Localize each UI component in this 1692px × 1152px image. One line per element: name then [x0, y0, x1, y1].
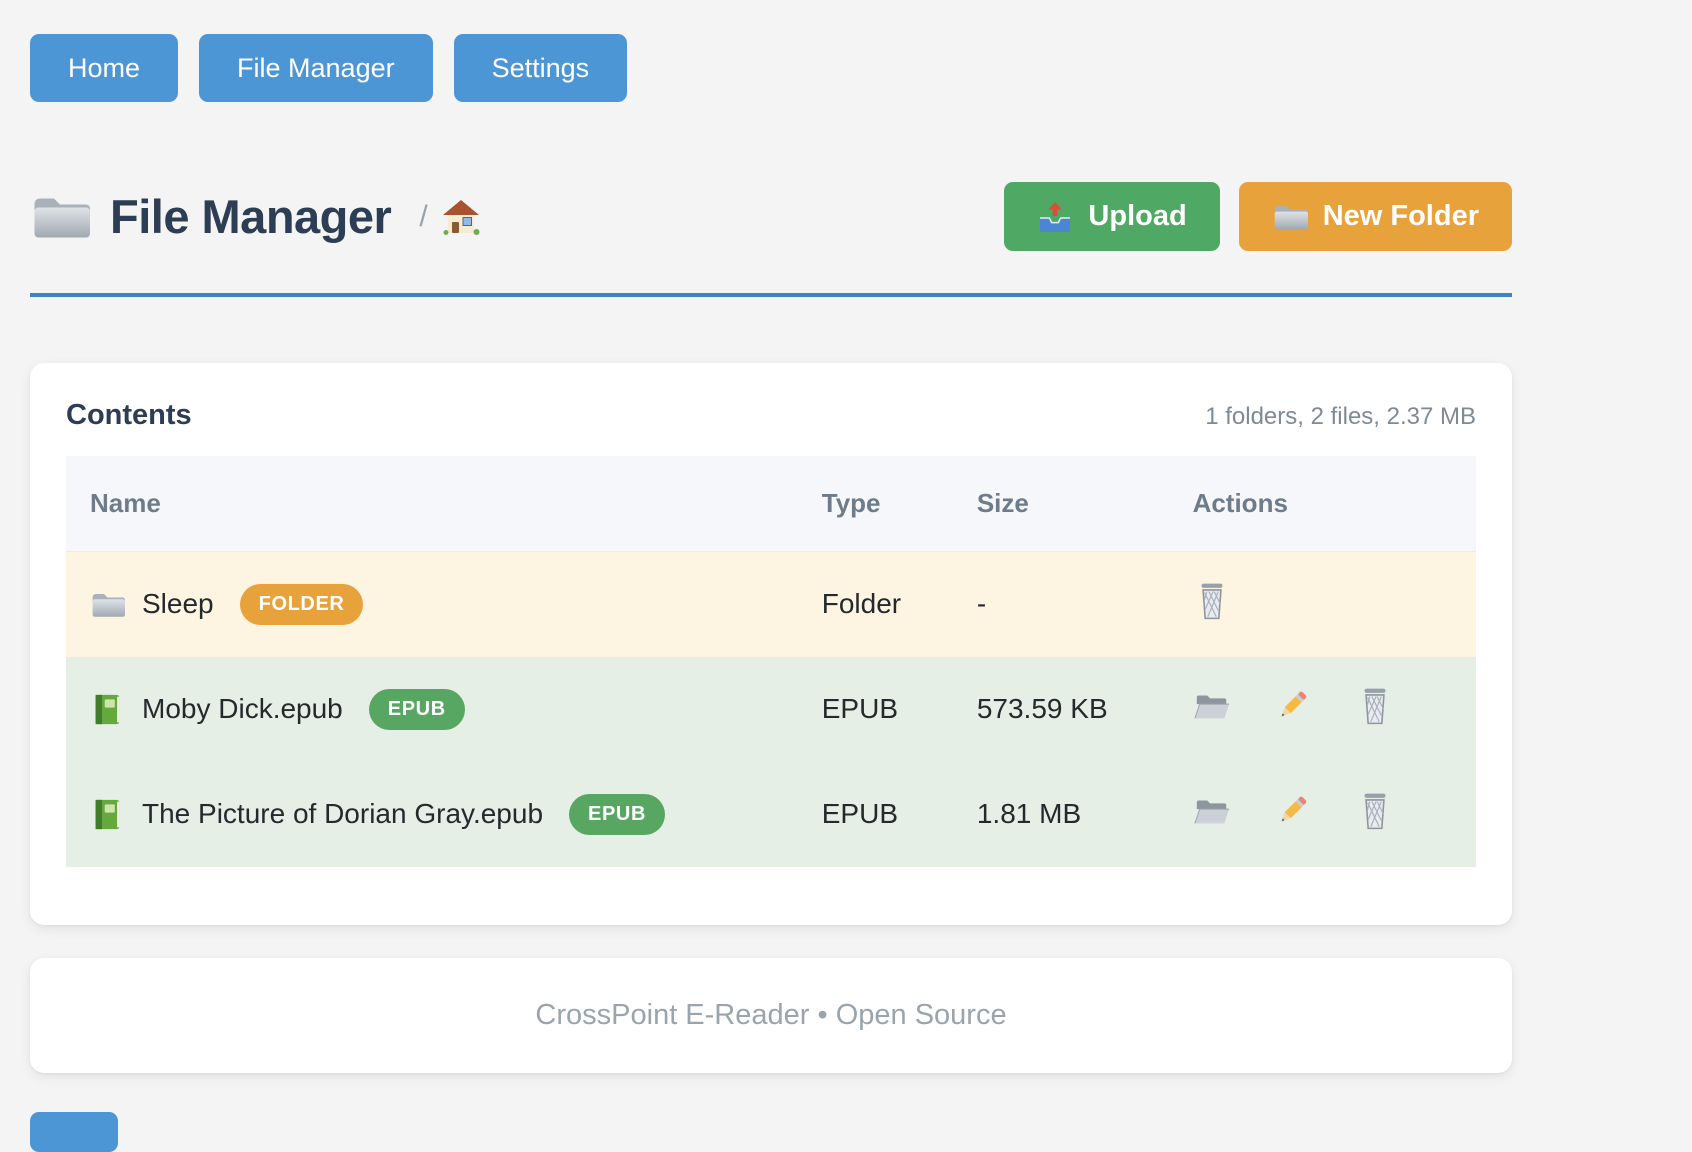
open-folder-icon — [1193, 686, 1231, 726]
column-header-name: Name — [66, 456, 822, 552]
nav-file-manager-button[interactable]: File Manager — [199, 34, 433, 102]
open-button[interactable] — [1193, 686, 1231, 726]
page-container: Home File Manager Settings File Manager … — [30, 0, 1512, 1073]
outbox-tray-icon — [1037, 201, 1073, 233]
table-row: The Picture of Dorian Gray.epub EPUB EPU… — [66, 761, 1476, 867]
file-name[interactable]: Sleep — [142, 588, 214, 620]
upload-button-label: Upload — [1088, 200, 1187, 232]
column-header-actions: Actions — [1192, 456, 1476, 552]
new-folder-button[interactable]: New Folder — [1238, 182, 1512, 251]
header-actions: Upload New Folder — [1004, 182, 1512, 251]
actions-cell — [1193, 762, 1476, 867]
epub-badge: EPUB — [368, 688, 465, 730]
new-folder-button-label: New Folder — [1322, 200, 1479, 232]
folder-badge: FOLDER — [239, 583, 364, 625]
breadcrumb-separator: / — [419, 199, 428, 233]
name-cell: Sleep FOLDER — [66, 552, 822, 657]
column-header-size: Size — [976, 456, 1193, 552]
nav-settings-button[interactable]: Settings — [453, 34, 628, 102]
file-name[interactable]: Moby Dick.epub — [142, 693, 343, 724]
file-table: Name Type Size Actions Sleep FOLDER — [66, 456, 1476, 867]
table-header-row: Name Type Size Actions — [66, 456, 1476, 552]
name-cell: Moby Dick.epub EPUB — [66, 657, 822, 762]
book-icon — [90, 693, 125, 726]
page-title: File Manager — [110, 190, 392, 243]
breadcrumb: / — [419, 199, 479, 235]
rename-button[interactable] — [1274, 791, 1312, 831]
contents-card-header: Contents 1 folders, 2 files, 2.37 MB — [66, 399, 1476, 432]
open-folder-icon — [1193, 791, 1231, 831]
nav-home-button[interactable]: Home — [30, 34, 179, 102]
pencil-icon — [1274, 791, 1312, 831]
trash-icon — [1356, 686, 1394, 726]
top-nav: Home File Manager Settings — [30, 0, 1512, 102]
name-cell: The Picture of Dorian Gray.epub EPUB — [66, 762, 822, 867]
clipped-bottom-button[interactable] — [30, 1112, 118, 1152]
trash-icon — [1356, 791, 1394, 831]
page-header: File Manager / Upload New Folder — [30, 182, 1512, 251]
delete-button[interactable] — [1193, 581, 1231, 621]
type-cell: EPUB — [821, 798, 898, 829]
delete-button[interactable] — [1356, 791, 1394, 831]
book-icon — [90, 798, 125, 831]
epub-badge: EPUB — [569, 793, 665, 835]
table-row: Moby Dick.epub EPUB EPUB 573.59 KB — [66, 656, 1476, 762]
type-cell: Folder — [821, 588, 902, 620]
contents-heading: Contents — [66, 399, 192, 431]
contents-card: Contents 1 folders, 2 files, 2.37 MB Nam… — [30, 363, 1512, 925]
open-button[interactable] — [1193, 791, 1231, 831]
type-cell: EPUB — [821, 693, 898, 724]
footer-text: CrossPoint E-Reader • Open Source — [535, 998, 1007, 1031]
folder-icon — [90, 588, 125, 621]
contents-summary: 1 folders, 2 files, 2.37 MB — [1205, 403, 1476, 430]
header-divider — [30, 293, 1512, 297]
rename-button[interactable] — [1274, 686, 1312, 726]
size-cell: 1.81 MB — [976, 798, 1082, 829]
size-cell: 573.59 KB — [976, 693, 1108, 724]
title-group: File Manager / — [30, 189, 480, 244]
column-header-type: Type — [821, 456, 977, 552]
file-name[interactable]: The Picture of Dorian Gray.epub — [142, 798, 544, 829]
actions-cell — [1193, 657, 1476, 762]
delete-button[interactable] — [1356, 686, 1394, 726]
actions-cell — [1193, 552, 1476, 657]
pencil-icon — [1274, 686, 1312, 726]
footer-card: CrossPoint E-Reader • Open Source — [30, 957, 1512, 1073]
folder-icon — [30, 191, 90, 242]
home-icon[interactable] — [442, 199, 480, 235]
trash-icon — [1193, 581, 1231, 621]
upload-button[interactable]: Upload — [1004, 182, 1220, 251]
size-cell: - — [976, 588, 987, 620]
table-row: Sleep FOLDER Folder - — [66, 551, 1476, 657]
folder-icon — [1272, 201, 1308, 233]
